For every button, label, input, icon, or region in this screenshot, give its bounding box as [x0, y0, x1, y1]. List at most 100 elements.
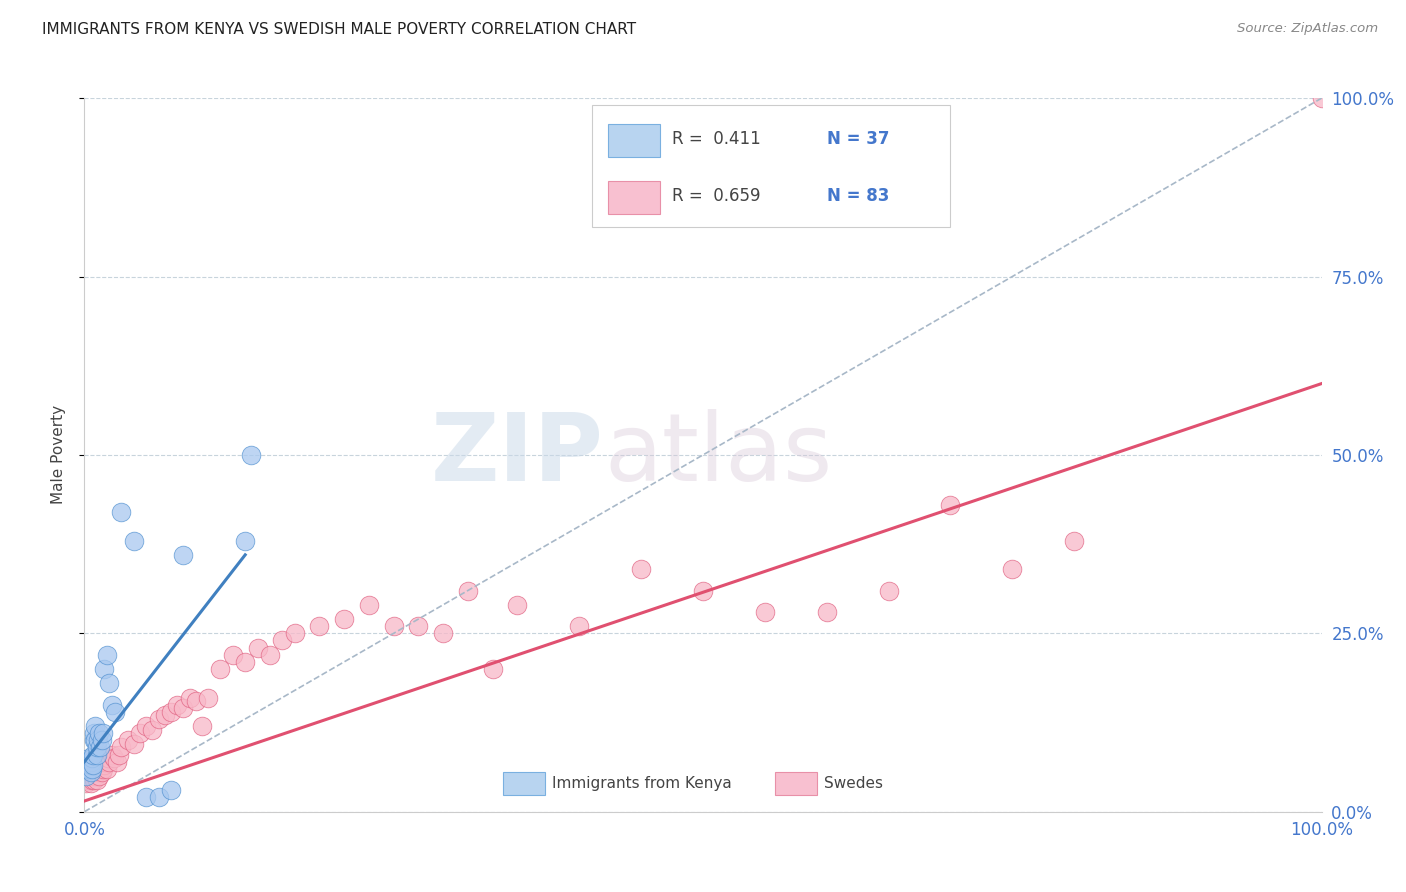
Point: [308, 619, 330, 633]
Point: [91, 751, 114, 765]
Point: [86, 740, 108, 755]
Text: Source: ZipAtlas.com: Source: ZipAtlas.com: [1237, 22, 1378, 36]
Y-axis label: Male Poverty: Male Poverty: [51, 405, 66, 505]
Point: [79, 765, 101, 780]
Point: [110, 740, 132, 755]
Point: [96, 762, 118, 776]
Point: [86, 772, 108, 787]
Point: [481, 662, 503, 676]
Point: [692, 583, 714, 598]
Point: [209, 662, 232, 676]
Point: [100, 747, 122, 762]
Point: [83, 751, 105, 765]
Point: [75, 776, 97, 790]
Point: [100, 698, 122, 712]
Point: [259, 648, 281, 662]
Point: [90, 733, 112, 747]
FancyBboxPatch shape: [607, 181, 659, 214]
Point: [271, 633, 294, 648]
Text: atlas: atlas: [605, 409, 832, 501]
Point: [91, 726, 114, 740]
Point: [83, 726, 105, 740]
Point: [191, 719, 214, 733]
Point: [246, 640, 269, 655]
Point: [233, 655, 256, 669]
Point: [82, 758, 104, 772]
Point: [153, 708, 176, 723]
Point: [877, 583, 900, 598]
Text: Immigrants from Kenya: Immigrants from Kenya: [553, 776, 731, 791]
Point: [129, 726, 152, 740]
Point: [90, 765, 112, 780]
Point: [89, 769, 111, 783]
Point: [93, 662, 115, 676]
Point: [79, 765, 101, 780]
Point: [80, 762, 103, 776]
Point: [80, 772, 103, 787]
FancyBboxPatch shape: [502, 772, 544, 796]
Point: [77, 755, 100, 769]
Point: [172, 548, 194, 562]
Point: [79, 751, 101, 765]
Point: [82, 765, 104, 780]
Point: [408, 619, 430, 633]
Point: [939, 498, 962, 512]
Text: ZIP: ZIP: [432, 409, 605, 501]
Point: [91, 762, 114, 776]
Point: [93, 758, 115, 772]
Point: [84, 758, 107, 772]
Point: [1063, 533, 1085, 548]
Point: [160, 705, 183, 719]
Point: [110, 505, 132, 519]
Point: [1310, 91, 1333, 105]
Point: [89, 762, 111, 776]
Point: [122, 737, 145, 751]
FancyBboxPatch shape: [592, 105, 950, 227]
Point: [80, 751, 103, 765]
Point: [82, 747, 104, 762]
Point: [432, 626, 454, 640]
Point: [82, 769, 104, 783]
Point: [83, 762, 105, 776]
Point: [77, 762, 100, 776]
Point: [184, 694, 207, 708]
Point: [122, 533, 145, 548]
Point: [75, 769, 97, 783]
Point: [105, 755, 128, 769]
Point: [84, 719, 107, 733]
Point: [233, 533, 256, 548]
Point: [97, 751, 120, 765]
Point: [76, 762, 98, 776]
Point: [76, 762, 98, 776]
Point: [117, 733, 139, 747]
Point: [815, 605, 838, 619]
Point: [80, 762, 103, 776]
Point: [222, 648, 245, 662]
Point: [103, 751, 125, 765]
Point: [108, 747, 131, 762]
Point: [197, 690, 219, 705]
Point: [457, 583, 479, 598]
Point: [79, 776, 101, 790]
Point: [84, 733, 107, 747]
Text: IMMIGRANTS FROM KENYA VS SWEDISH MALE POVERTY CORRELATION CHART: IMMIGRANTS FROM KENYA VS SWEDISH MALE PO…: [42, 22, 637, 37]
FancyBboxPatch shape: [607, 124, 659, 157]
Point: [79, 758, 101, 772]
Text: Swedes: Swedes: [824, 776, 883, 791]
Text: R =  0.411: R = 0.411: [672, 130, 761, 148]
Point: [506, 598, 529, 612]
Point: [89, 755, 111, 769]
Point: [240, 448, 263, 462]
Text: N = 37: N = 37: [827, 130, 889, 148]
Point: [87, 765, 110, 780]
Point: [79, 762, 101, 776]
Point: [77, 758, 100, 772]
Point: [87, 755, 110, 769]
Text: N = 83: N = 83: [827, 187, 889, 205]
Point: [86, 762, 108, 776]
Point: [141, 723, 163, 737]
Point: [160, 783, 183, 797]
FancyBboxPatch shape: [775, 772, 817, 796]
Point: [135, 790, 157, 805]
Point: [90, 755, 112, 769]
